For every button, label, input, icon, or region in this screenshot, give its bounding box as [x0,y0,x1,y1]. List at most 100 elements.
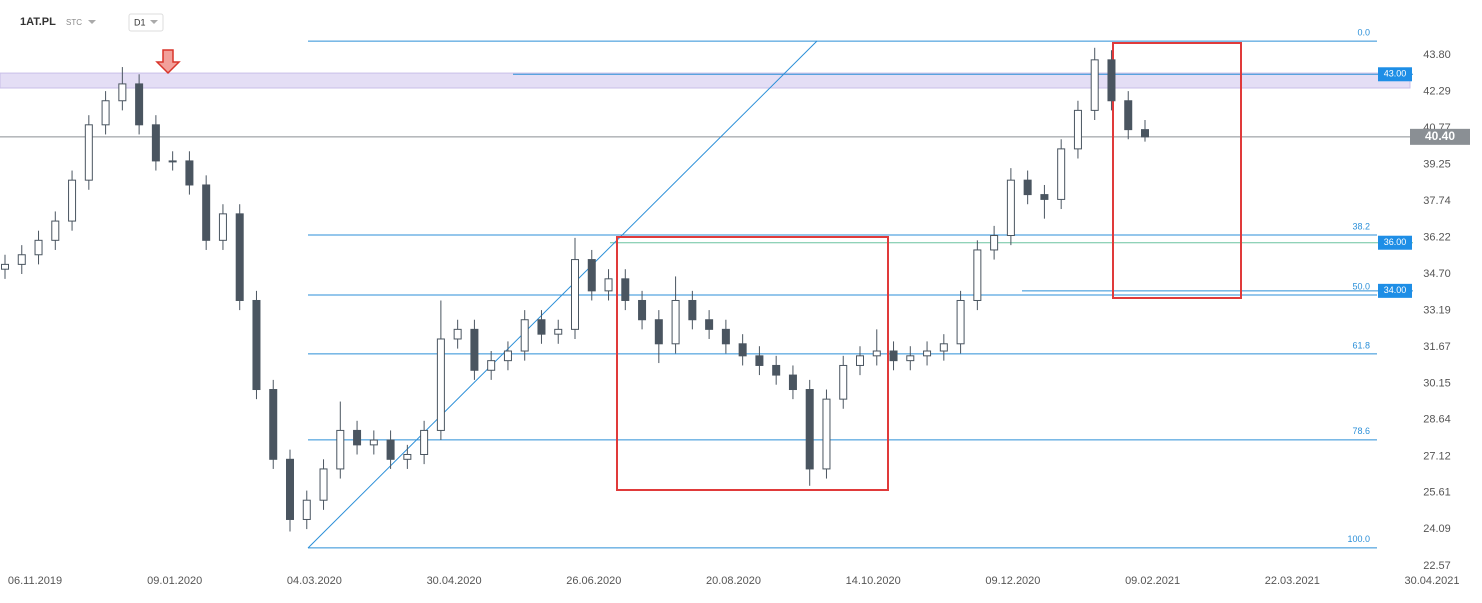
candle-body [101,100,110,126]
x-tick-label: 09.01.2020 [147,575,202,587]
candle-body [537,319,546,335]
candle-body [1090,59,1099,111]
y-tick-label: 33.19 [1423,304,1451,316]
y-tick-label: 39.25 [1423,158,1451,170]
candle-body [403,453,412,460]
dropdown-arrow[interactable] [88,20,96,24]
candle-body [453,328,462,340]
candle-body [487,360,496,371]
candle-body [302,499,311,520]
candle-body [51,220,60,241]
candle-body [386,439,395,460]
price-level-label: 43.00 [1384,69,1407,79]
y-tick-label: 25.61 [1423,487,1451,499]
candle-body [571,259,579,330]
candle-body [721,328,730,345]
fib-label: 100.0 [1347,534,1370,544]
candle-body [84,124,93,181]
price-level-box [1378,283,1412,298]
highlight-box [616,236,889,491]
y-tick-label: 30.15 [1423,377,1451,389]
candle-body [168,160,177,163]
interval[interactable]: D1 [134,17,146,27]
interval-box[interactable] [128,13,164,32]
y-tick-label: 27.12 [1423,450,1451,462]
y-tick-label: 34.70 [1423,268,1451,280]
dropdown-arrow[interactable] [150,20,158,24]
last-price-label: 40.40 [1425,129,1455,143]
candle-body [1141,129,1149,138]
candle-body [755,355,764,366]
candle-body [286,458,294,520]
candle-body [856,355,864,366]
candle-body [939,343,948,352]
candle-body [353,429,362,446]
candle-body [336,429,345,470]
candle-body [369,439,378,446]
candle-body [17,254,26,265]
y-tick-label: 36.22 [1423,231,1451,243]
y-tick-label: 42.29 [1423,85,1451,97]
x-tick-label: 04.03.2020 [287,575,342,587]
candle-body [520,319,529,352]
fib-label: 0.0 [1357,27,1370,37]
y-tick-label: 22.57 [1423,560,1451,572]
price-level-label: 36.00 [1384,237,1407,247]
candle-body [235,213,244,301]
candle-body [1073,109,1082,150]
candle-body [503,350,512,362]
candle-body [923,350,932,357]
arrow-marker [155,49,181,75]
trend-line [307,40,818,549]
candle-body [1040,194,1049,200]
candle-body [705,319,714,330]
candle-body [1124,100,1133,131]
candle-body [839,364,848,400]
candle-body [973,249,982,301]
candle-body [1057,148,1066,200]
candle-body [621,278,630,301]
candle-body [638,299,647,321]
candle-body [118,83,127,102]
candle-body [319,468,328,501]
candle-body [906,355,915,362]
candle-body [889,350,898,362]
candle-body [1006,179,1015,237]
y-tick-label: 43.80 [1423,49,1451,61]
candle-body [772,364,781,376]
candle-body [135,83,144,126]
y-tick-label: 28.64 [1423,414,1451,426]
candle-body [1023,179,1032,196]
candle-body [151,124,160,162]
resistance-zone [0,72,1411,89]
candle-body [34,239,43,256]
candle-body [587,259,596,292]
candle-body [185,160,194,186]
fib-label: 38.2 [1352,221,1370,231]
y-tick-label: 31.67 [1423,341,1451,353]
candle-body [654,319,663,345]
candle-body [822,398,831,470]
candle-body [470,328,479,371]
x-tick-label: 14.10.2020 [846,575,901,587]
candle-body [1,263,9,270]
candle-body [688,299,697,321]
candle-body [218,213,227,241]
fib-label: 50.0 [1352,281,1370,291]
candle-body [738,343,747,357]
candle-body [671,299,680,345]
candle-body [604,278,613,292]
last-price-box [1410,128,1470,145]
y-tick-label: 24.09 [1423,523,1451,535]
x-tick-label: 06.11.2019 [8,575,62,587]
candle-body [202,184,211,241]
y-tick-label: 37.74 [1423,195,1451,207]
candle-body [872,350,881,357]
price-level-box [1378,67,1412,82]
candle-body [436,338,445,431]
exchange[interactable]: STC [66,18,82,27]
price-level-label: 34.00 [1384,285,1407,295]
x-tick-label: 26.06.2020 [566,575,621,587]
